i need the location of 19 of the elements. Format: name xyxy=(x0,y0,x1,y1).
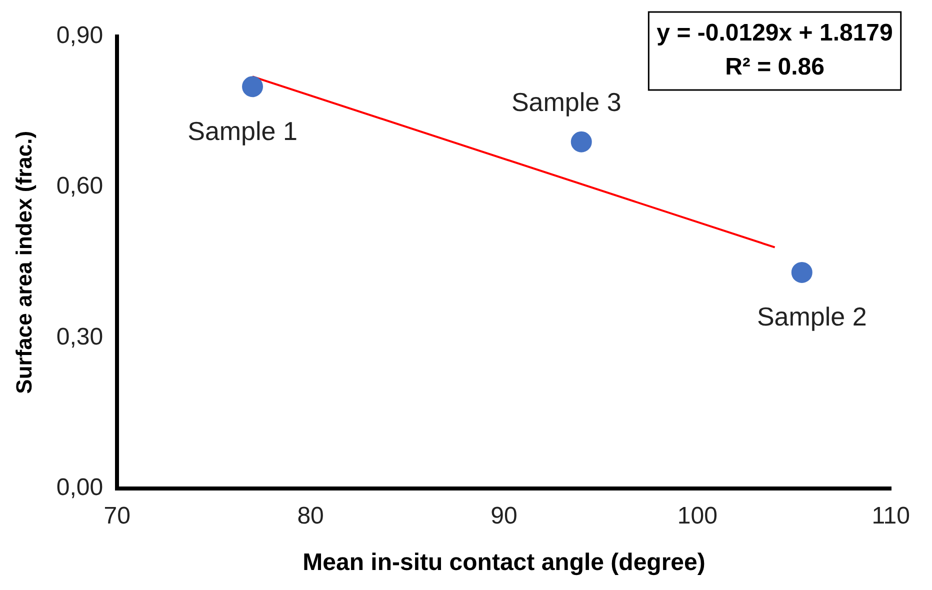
point xyxy=(570,131,592,152)
y-tick-label: 0,30 xyxy=(56,323,104,350)
point xyxy=(242,76,264,98)
y-tick-label: 0,00 xyxy=(56,474,104,502)
annotation: Sample 2 xyxy=(756,302,867,332)
x-axis-title: Mean in-situ contact angle (degree) xyxy=(302,549,706,576)
annotation: Sample 3 xyxy=(511,87,622,118)
x-tick-label: 110 xyxy=(872,502,910,530)
x-tick-label: 70 xyxy=(104,502,130,530)
y-tick-label: 0,90 xyxy=(56,22,104,50)
y-axis-title: Surface area index (frac.) xyxy=(11,130,36,394)
x-tick-label: 80 xyxy=(297,502,324,530)
point xyxy=(791,262,812,283)
y-tick-label: 0,60 xyxy=(56,172,104,200)
annotation: Sample 1 xyxy=(188,116,298,146)
x-tick-label: 90 xyxy=(490,502,518,530)
annotation: y = -0.0129x + 1.8179 xyxy=(656,20,893,47)
x-tick-label: 100 xyxy=(677,502,718,530)
annotation: R² = 0.86 xyxy=(725,54,824,81)
